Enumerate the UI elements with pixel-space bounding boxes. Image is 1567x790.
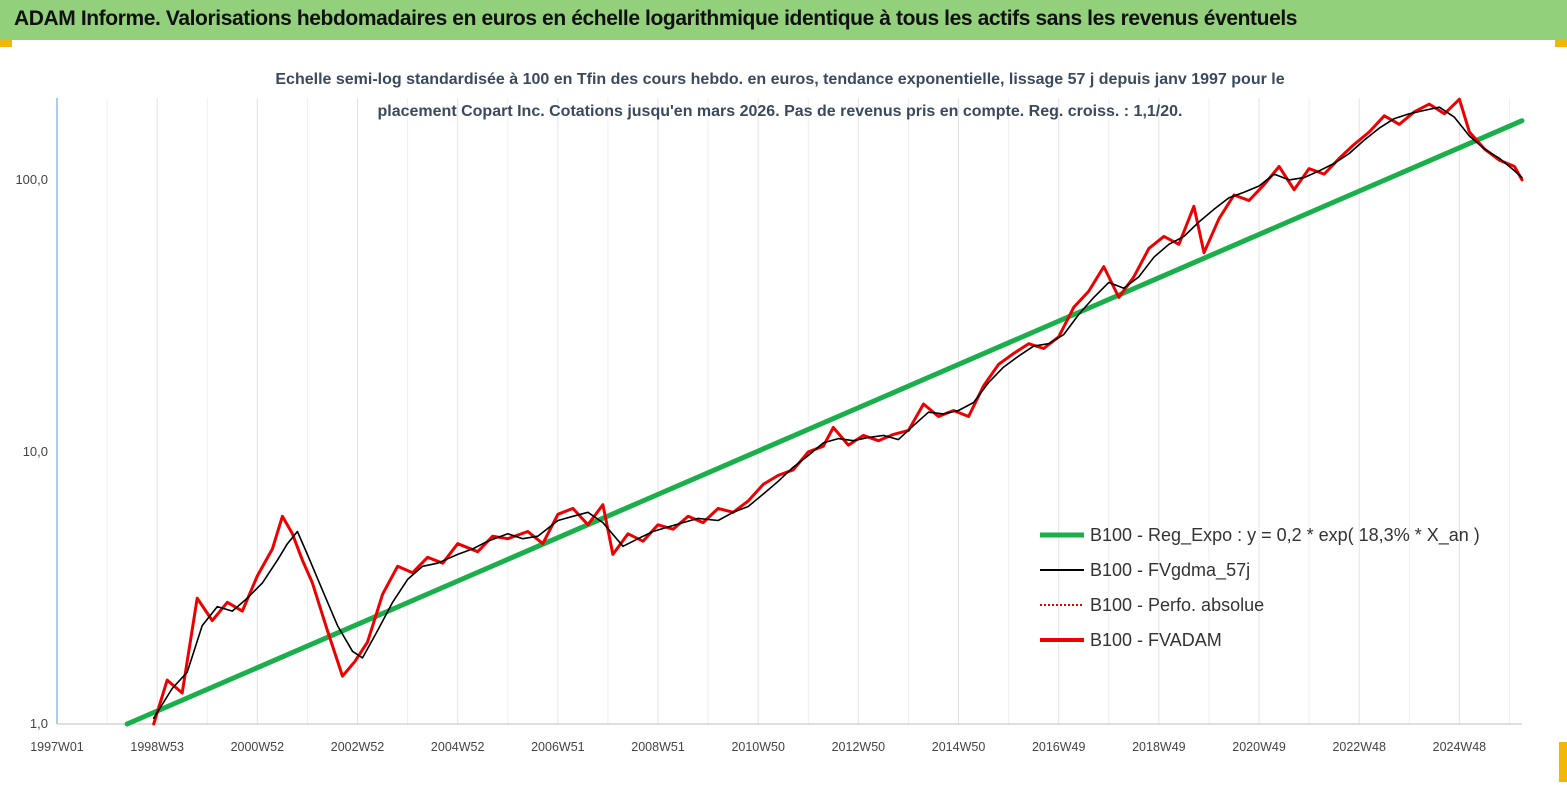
corner-marker-top-left	[0, 40, 12, 47]
x-tick-labels: 1997W01 1998W53 2000W52 2002W52 2004W52 2006W…	[30, 740, 1486, 754]
x-tick-label: 2020W49	[1232, 740, 1286, 754]
legend-label-reg-expo: B100 - Reg_Expo : y = 0,2 * exp( 18,3% *…	[1090, 525, 1480, 546]
series-layer	[124, 97, 1525, 727]
x-tick-label: 2010W50	[731, 740, 785, 754]
grid-layer	[56, 98, 1510, 724]
legend-label-fvadam: B100 - FVADAM	[1090, 630, 1222, 650]
x-tick-label: 2024W48	[1433, 740, 1487, 754]
x-tick-label: 2016W49	[1032, 740, 1086, 754]
y-tick-labels: 1,0 10,0 100,0	[15, 172, 48, 731]
y-tick-label: 10,0	[23, 444, 48, 459]
series-line-perfo	[152, 98, 1523, 725]
x-tick-label: 2004W52	[431, 740, 485, 754]
x-tick-label: 2000W52	[231, 740, 285, 754]
legend-label-perfo: B100 - Perfo. absolue	[1090, 595, 1264, 615]
x-tick-label: 1997W01	[30, 740, 84, 754]
legend: B100 - Reg_Expo : y = 0,2 * exp( 18,3% *…	[1040, 525, 1480, 650]
x-tick-label: 2022W48	[1332, 740, 1386, 754]
corner-marker-top-right	[1555, 40, 1567, 47]
chart-title-line-2: placement Copart Inc. Cotations jusqu'en…	[378, 103, 1183, 120]
x-tick-label: 2008W51	[631, 740, 685, 754]
series-line-fvgdma	[152, 106, 1523, 720]
header-bar: ADAM Informe. Valorisations hebdomadaire…	[0, 0, 1567, 40]
series-line-reg-expo	[124, 118, 1525, 727]
x-tick-label: 1998W53	[130, 740, 184, 754]
series-line-fvadam	[152, 97, 1524, 726]
legend-label-fvgdma: B100 - FVgdma_57j	[1090, 560, 1250, 581]
y-tick-label: 100,0	[15, 172, 48, 187]
x-tick-label: 2006W51	[531, 740, 585, 754]
page-title: ADAM Informe. Valorisations hebdomadaire…	[14, 7, 1298, 30]
x-tick-label: 2012W50	[832, 740, 886, 754]
chart-title-line-1: Echelle semi-log standardisée à 100 en T…	[275, 71, 1284, 88]
x-tick-label: 2014W50	[932, 740, 986, 754]
x-tick-label: 2018W49	[1132, 740, 1186, 754]
y-tick-label: 1,0	[30, 716, 48, 731]
x-tick-label: 2002W52	[331, 740, 385, 754]
corner-marker-bottom-right	[1559, 742, 1567, 782]
